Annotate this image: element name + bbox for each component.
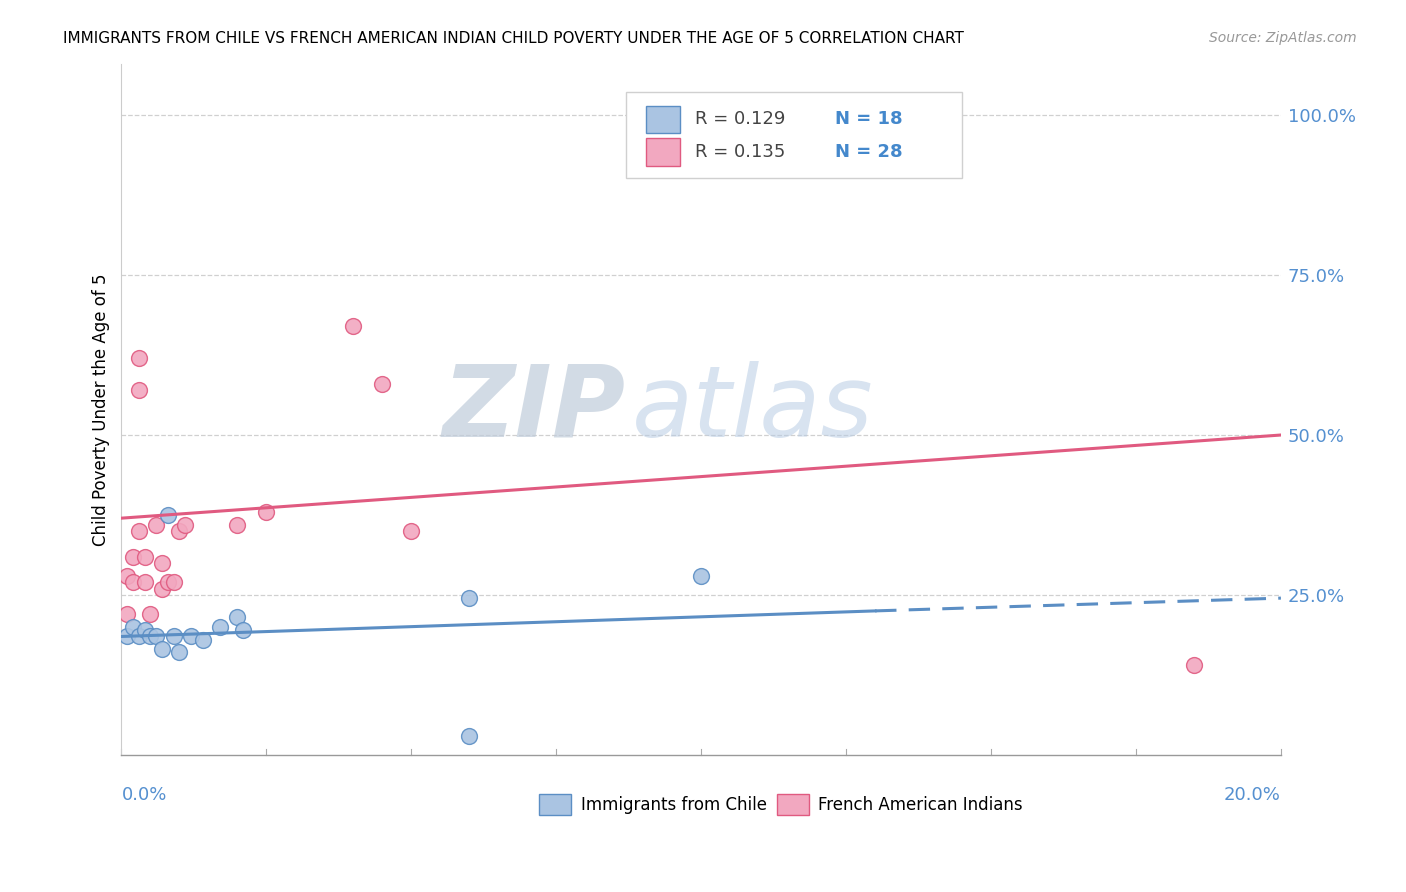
Point <box>156 575 179 590</box>
Bar <box>538 794 571 815</box>
Bar <box>645 105 681 133</box>
Text: R = 0.129: R = 0.129 <box>696 111 786 128</box>
Point <box>134 549 156 564</box>
Point <box>162 575 184 590</box>
Point <box>128 630 150 644</box>
Bar <box>776 794 808 815</box>
Point <box>115 630 138 644</box>
Point <box>128 351 150 366</box>
Point <box>401 524 423 538</box>
Point <box>139 630 162 644</box>
Point <box>134 575 156 590</box>
Point <box>122 575 145 590</box>
Point <box>115 568 138 582</box>
Point <box>208 620 231 634</box>
Point <box>226 610 249 624</box>
Point <box>458 591 481 606</box>
Text: R = 0.135: R = 0.135 <box>696 143 786 161</box>
Point <box>226 517 249 532</box>
Bar <box>645 138 681 166</box>
Point <box>371 376 394 391</box>
Text: Source: ZipAtlas.com: Source: ZipAtlas.com <box>1209 31 1357 45</box>
Point <box>232 623 254 637</box>
Point <box>156 508 179 522</box>
Point <box>169 645 191 659</box>
Point <box>162 630 184 644</box>
Text: Immigrants from Chile: Immigrants from Chile <box>581 796 766 814</box>
Text: IMMIGRANTS FROM CHILE VS FRENCH AMERICAN INDIAN CHILD POVERTY UNDER THE AGE OF 5: IMMIGRANTS FROM CHILE VS FRENCH AMERICAN… <box>63 31 965 46</box>
Point <box>150 556 173 570</box>
Text: N = 18: N = 18 <box>835 111 903 128</box>
Point <box>690 568 713 582</box>
Text: N = 28: N = 28 <box>835 143 903 161</box>
Y-axis label: Child Poverty Under the Age of 5: Child Poverty Under the Age of 5 <box>93 273 110 546</box>
Point <box>122 620 145 634</box>
Point <box>254 505 277 519</box>
Text: atlas: atlas <box>631 361 873 458</box>
Point <box>342 319 364 334</box>
Point <box>128 383 150 397</box>
FancyBboxPatch shape <box>626 92 962 178</box>
Point <box>145 630 167 644</box>
Text: ZIP: ZIP <box>443 361 626 458</box>
Point <box>458 729 481 743</box>
Point <box>174 517 197 532</box>
Text: French American Indians: French American Indians <box>818 796 1024 814</box>
Point <box>1182 658 1205 673</box>
Point <box>180 630 202 644</box>
Text: 0.0%: 0.0% <box>121 786 167 804</box>
Text: 20.0%: 20.0% <box>1225 786 1281 804</box>
Point <box>139 607 162 621</box>
Point <box>115 607 138 621</box>
Point <box>191 632 214 647</box>
Point <box>169 524 191 538</box>
Point <box>150 582 173 596</box>
Point <box>122 549 145 564</box>
Point <box>128 524 150 538</box>
Point <box>150 642 173 657</box>
Point <box>134 623 156 637</box>
Point <box>145 517 167 532</box>
